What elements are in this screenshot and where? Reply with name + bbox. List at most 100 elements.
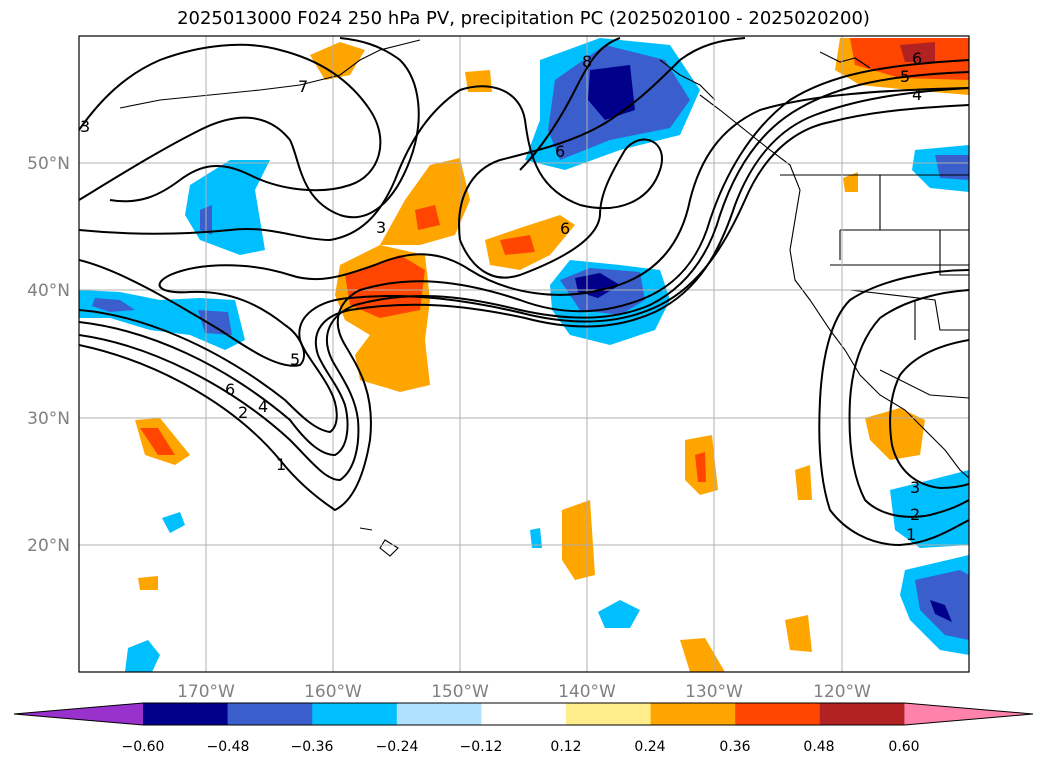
pv-contour-line <box>79 37 420 219</box>
colorbar-tick-label: −0.24 <box>376 739 419 755</box>
colorbar-segment <box>650 703 736 725</box>
colorbar-segment <box>566 703 652 725</box>
colorbar-segment <box>735 703 821 725</box>
contour-label: 7 <box>298 77 308 96</box>
pv-contour-line <box>79 87 969 367</box>
colorbar-segment <box>227 703 313 725</box>
contour-label: 3 <box>376 218 386 237</box>
precip-positive-region <box>500 235 535 255</box>
precip-negative-region <box>588 65 635 120</box>
map-title: 2025013000 F024 250 hPa PV, precipitatio… <box>177 8 870 29</box>
colorbar-extend-min <box>14 703 143 725</box>
contour-label: 1 <box>906 525 916 544</box>
contour-labels: 3 7 8 6 6 5 4 6 3 6 5 4 3 2 1 3 2 1 <box>80 49 922 544</box>
precip-negative-region <box>575 273 620 298</box>
lon-labels: 170°W 160°W 150°W 140°W 130°W 120°W <box>177 682 871 702</box>
colorbar-tick-label: −0.12 <box>460 739 503 755</box>
colorbar-segment <box>312 703 398 725</box>
precip-negative-region <box>185 160 270 255</box>
colorbar-tick-labels: −0.60 −0.48 −0.36 −0.24 −0.12 0.12 0.24 … <box>122 739 920 755</box>
pv-contour-line <box>79 43 382 203</box>
map-gridlines <box>79 36 969 672</box>
colorbar-tick-label: −0.48 <box>207 739 250 755</box>
colorbar-tick-label: −0.60 <box>122 739 165 755</box>
precip-positive-region <box>415 205 440 230</box>
lat-labels: 50°N 40°N 30°N 20°N <box>27 154 70 556</box>
contour-label: 8 <box>582 52 592 71</box>
precip-positive-region <box>843 172 858 192</box>
precip-positive-region <box>865 408 925 460</box>
precip-negative-region <box>598 600 640 628</box>
precip-negative-region <box>530 528 542 548</box>
pv-contour-line <box>79 71 969 482</box>
lat-tick-label: 40°N <box>27 281 70 301</box>
colorbar-tick-label: 0.48 <box>803 739 834 755</box>
pv-contour-line <box>889 339 969 490</box>
lat-tick-label: 30°N <box>27 409 70 429</box>
colorbar <box>13 702 1034 726</box>
precip-positive-region <box>310 42 365 80</box>
pv-contour-line <box>458 37 746 241</box>
colorbar-segment <box>143 703 229 725</box>
colorbar-segment <box>396 703 482 725</box>
precip-positive-region <box>795 465 812 500</box>
precip-positive-region <box>785 615 812 652</box>
pv-contour-line <box>848 289 969 518</box>
colorbar-outline <box>13 702 1034 726</box>
precip-positive-region <box>695 452 706 482</box>
precip-positive-region <box>562 500 595 580</box>
contour-label: 6 <box>555 142 565 161</box>
pv-contour-line <box>519 37 621 171</box>
pv-contour-line <box>79 59 969 512</box>
contour-label: 5 <box>290 350 300 369</box>
precip-negative-region <box>92 298 135 312</box>
precip-positive-region <box>900 42 935 62</box>
lon-tick-label: 160°W <box>304 682 362 702</box>
contour-label: 1 <box>276 455 286 474</box>
precip-negative-region <box>935 155 969 180</box>
contour-label: 6 <box>912 49 922 68</box>
precip-positive-region <box>380 158 470 245</box>
precip-positive-region <box>140 428 175 455</box>
contour-label: 3 <box>80 117 90 136</box>
precip-negative-region <box>125 640 160 672</box>
colorbar-extend-max <box>904 703 1033 725</box>
lat-tick-label: 20°N <box>27 536 70 556</box>
contour-label: 6 <box>225 380 235 399</box>
colorbar-segment <box>819 703 905 725</box>
precip-negative-region <box>162 512 185 533</box>
colorbar-tick-label: 0.60 <box>888 739 919 755</box>
contour-label: 2 <box>238 403 248 422</box>
precip-negative-region <box>890 470 969 548</box>
colorbar-tick-label: 0.36 <box>719 739 750 755</box>
pv-contours <box>79 37 969 547</box>
lon-tick-label: 150°W <box>431 682 489 702</box>
lon-tick-label: 140°W <box>558 682 616 702</box>
colorbar-tick-label: −0.36 <box>291 739 334 755</box>
colorbar-tick-label: 0.24 <box>634 739 665 755</box>
contour-label: 3 <box>910 478 920 497</box>
map-frame <box>78 35 970 673</box>
colorbar-tick-label: 0.12 <box>550 739 581 755</box>
lon-tick-label: 170°W <box>177 682 235 702</box>
contour-label: 2 <box>910 505 920 524</box>
colorbar-segment <box>481 703 567 725</box>
precip-positive-region <box>138 576 158 590</box>
precipitation-shading <box>79 38 969 672</box>
precip-positive-region <box>680 638 725 672</box>
pv-contour-line <box>79 87 969 457</box>
contour-label: 4 <box>912 85 922 104</box>
coastlines <box>119 39 969 557</box>
contour-label: 4 <box>258 397 268 416</box>
pv-contour-line <box>818 269 969 547</box>
lon-tick-label: 130°W <box>685 682 743 702</box>
lat-tick-label: 50°N <box>27 154 70 174</box>
precip-positive-region <box>465 70 492 92</box>
contour-label: 6 <box>560 219 570 238</box>
pv-contour-line <box>79 85 663 279</box>
lon-tick-label: 120°W <box>813 682 871 702</box>
pv-contour-line <box>79 104 969 434</box>
precip-negative-region <box>930 600 952 622</box>
contour-label: 5 <box>900 67 910 86</box>
